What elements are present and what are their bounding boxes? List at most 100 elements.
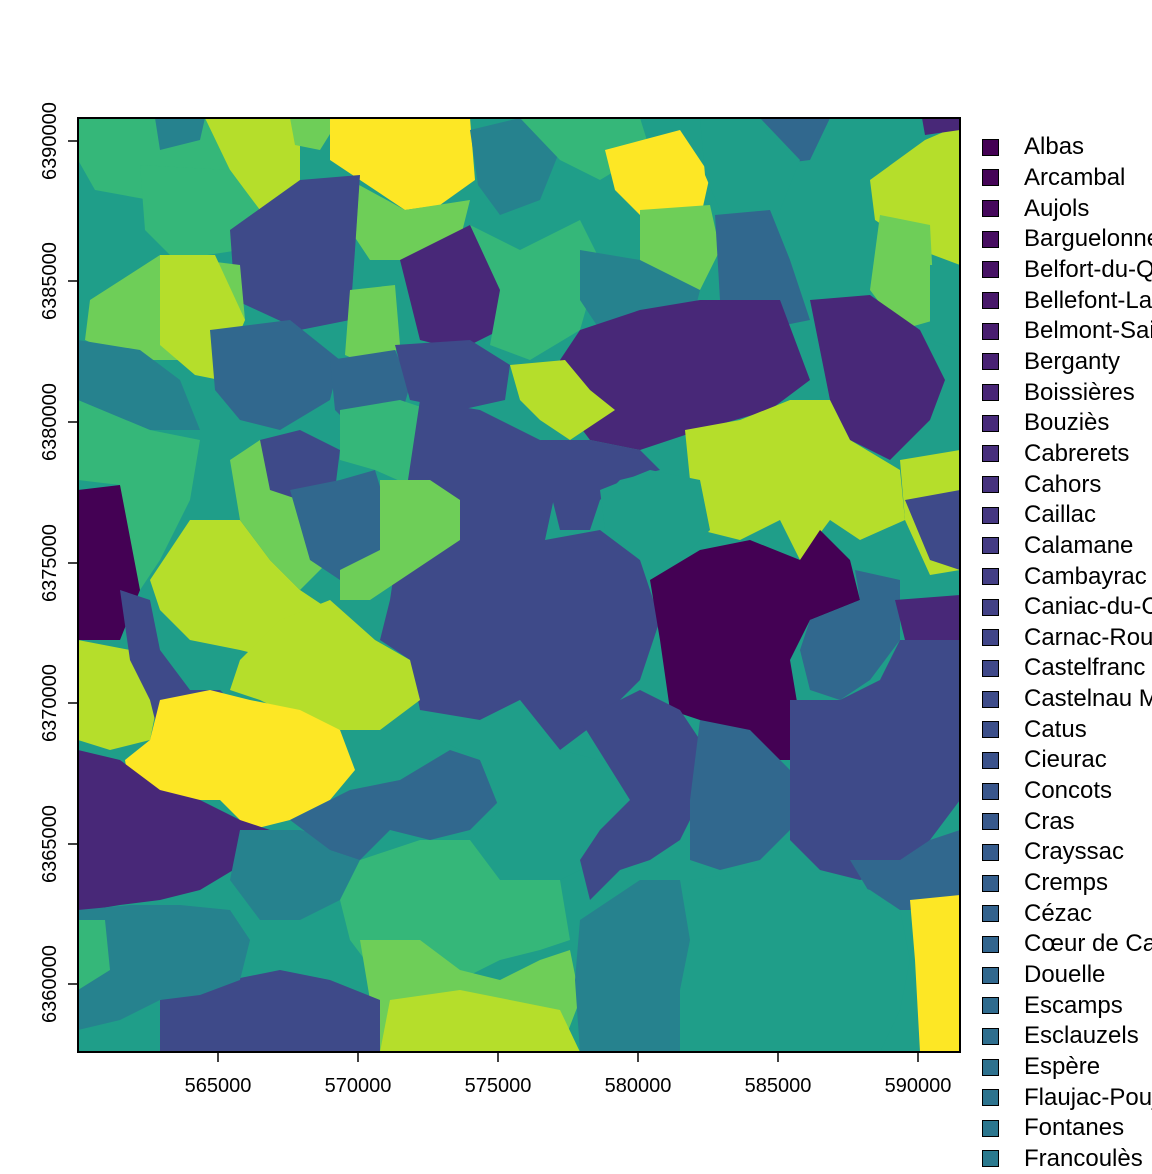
legend-swatch xyxy=(982,169,999,187)
legend-swatch xyxy=(982,782,999,800)
y-tick-label: 6380000 xyxy=(39,383,61,461)
legend-label: Barguelonne-en-Quercy xyxy=(1024,225,1152,253)
legend-label: Berganty xyxy=(1024,347,1121,375)
legend-item: Concots xyxy=(982,776,1152,807)
y-tick-label: 6385000 xyxy=(39,242,61,320)
legend-swatch xyxy=(982,230,999,248)
legend-swatch xyxy=(982,690,999,708)
legend-swatch xyxy=(982,843,999,861)
legend-label: Francoulès xyxy=(1024,1144,1143,1172)
commune-region xyxy=(650,530,860,760)
commune-region xyxy=(470,220,600,360)
commune-region xyxy=(680,870,910,1052)
legend-swatch xyxy=(982,445,999,463)
legend-item: Castelfranc xyxy=(982,653,1152,684)
legend-label: Esclauzels xyxy=(1024,1022,1139,1050)
commune-region xyxy=(160,970,380,1052)
legend-swatch xyxy=(982,200,999,218)
legend-item: Belfort-du-Quercy xyxy=(982,255,1152,286)
legend-swatch xyxy=(982,506,999,524)
commune-region xyxy=(580,690,700,900)
legend-swatch xyxy=(982,966,999,984)
legend-swatch xyxy=(982,935,999,953)
legend-swatch xyxy=(982,537,999,555)
legend-item: Cremps xyxy=(982,868,1152,899)
commune-region xyxy=(400,225,505,350)
legend-label: Bouziès xyxy=(1024,409,1110,437)
commune-region xyxy=(905,490,960,570)
commune-region xyxy=(230,830,360,920)
legend-label: Castelnau Montratier-Sainte Alauzie xyxy=(1024,685,1152,713)
plot-frame xyxy=(77,117,961,1053)
legend-swatch xyxy=(982,1089,999,1107)
legend-label: Cahors xyxy=(1024,470,1102,498)
legend-swatch xyxy=(982,292,999,310)
commune-region xyxy=(910,895,960,1052)
y-tick-label: 6370000 xyxy=(39,664,61,742)
commune-region xyxy=(260,430,340,500)
legend-swatch xyxy=(982,1119,999,1137)
legend-label: Cras xyxy=(1024,807,1075,835)
legend-item: Caniac-du-Causse xyxy=(982,592,1152,623)
legend-item: Aujols xyxy=(982,193,1152,224)
legend-item: Arcambal xyxy=(982,163,1152,194)
legend-swatch xyxy=(982,721,999,739)
legend-item: Barguelonne-en-Quercy xyxy=(982,224,1152,255)
legend-item: Catus xyxy=(982,714,1152,745)
y-tick-label: 6390000 xyxy=(39,102,61,180)
legend-swatch xyxy=(982,997,999,1015)
commune-region xyxy=(230,600,420,730)
commune-region xyxy=(600,470,710,560)
legend-label: Caillac xyxy=(1024,501,1097,529)
legend-swatch xyxy=(982,322,999,340)
legend-label: Castelfranc xyxy=(1024,654,1146,682)
commune-region xyxy=(605,130,710,225)
legend-item: Espère xyxy=(982,1052,1152,1083)
commune-region xyxy=(395,340,510,410)
commune-region xyxy=(640,205,720,290)
x-tick-label: 590000 xyxy=(885,1075,952,1097)
commune-region xyxy=(850,830,960,910)
commune-region xyxy=(340,480,460,600)
commune-region xyxy=(345,285,400,370)
legend-swatch xyxy=(982,476,999,494)
legend-label: Calamane xyxy=(1024,531,1134,559)
legend-item: Bouziès xyxy=(982,408,1152,439)
commune-region xyxy=(78,340,200,430)
commune-region xyxy=(575,880,690,1052)
legend-item: Cahors xyxy=(982,469,1152,500)
legend-item: Douelle xyxy=(982,960,1152,991)
legend-swatch xyxy=(982,1027,999,1045)
legend-swatch xyxy=(982,1150,999,1168)
legend-label: Belmont-Sainte-Foi xyxy=(1024,317,1152,345)
commune-region xyxy=(230,175,360,330)
legend-swatch xyxy=(982,414,999,432)
legend-label: Cremps xyxy=(1024,869,1109,897)
legend-swatch xyxy=(982,568,999,586)
legend-item: Francoulès xyxy=(982,1144,1152,1174)
x-tick-label: 585000 xyxy=(745,1075,812,1097)
legend-label: Arcambal xyxy=(1024,163,1126,191)
commune-region xyxy=(140,165,260,260)
commune-region xyxy=(380,990,580,1052)
legend-label: Boissières xyxy=(1024,378,1135,406)
legend-label: Cœur de Causse xyxy=(1024,930,1152,958)
legend-swatch xyxy=(982,751,999,769)
legend-label: Flaujac-Poujols xyxy=(1024,1083,1152,1111)
legend-label: Albas xyxy=(1024,133,1085,161)
legend-item: Belmont-Sainte-Foi xyxy=(982,316,1152,347)
legend-item: Cambayrac xyxy=(982,561,1152,592)
legend-swatch xyxy=(982,629,999,647)
commune-region xyxy=(78,400,200,590)
legend-label: Carnac-Rouffiac xyxy=(1024,623,1152,651)
legend-label: Cézac xyxy=(1024,899,1093,927)
legend-item: Bellefont-La Rauze xyxy=(982,285,1152,316)
commune-region xyxy=(78,920,110,990)
legend-item: Carnac-Rouffiac xyxy=(982,623,1152,654)
legend-label: Espère xyxy=(1024,1053,1101,1081)
commune-region xyxy=(510,360,615,440)
x-tick-label: 575000 xyxy=(465,1075,532,1097)
legend-item: Boissières xyxy=(982,377,1152,408)
x-tick-label: 565000 xyxy=(185,1075,252,1097)
